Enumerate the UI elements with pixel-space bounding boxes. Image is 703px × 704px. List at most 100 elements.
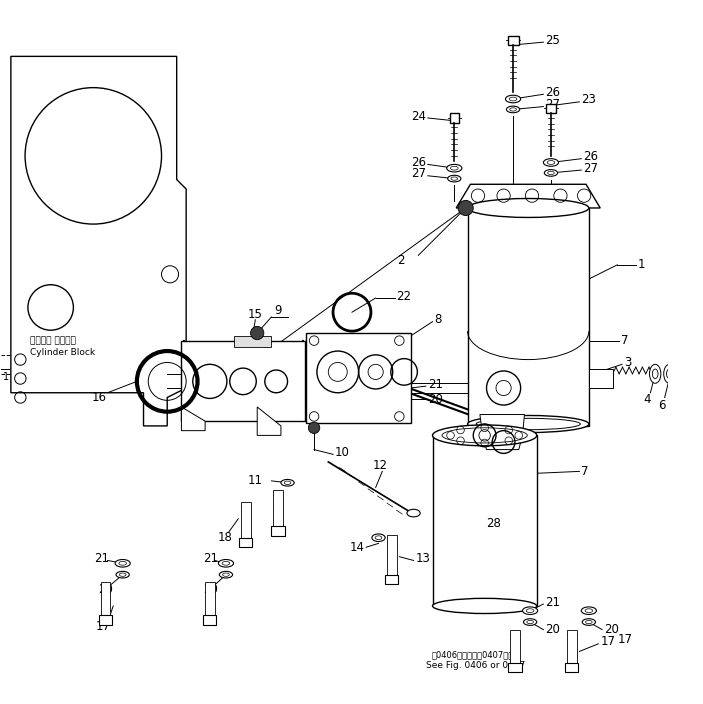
Ellipse shape (372, 534, 385, 541)
Bar (271, 527, 285, 536)
Text: 21: 21 (546, 596, 560, 609)
Bar (589, 369, 612, 388)
Text: 14: 14 (350, 541, 365, 553)
Ellipse shape (582, 619, 595, 625)
Ellipse shape (448, 175, 461, 182)
Text: 12: 12 (373, 459, 388, 472)
Bar (567, 629, 576, 662)
Text: 16: 16 (91, 391, 106, 404)
Text: 22: 22 (396, 289, 411, 303)
Text: 8: 8 (434, 313, 441, 326)
Bar (450, 113, 459, 122)
Text: 10: 10 (335, 446, 350, 459)
Text: 17: 17 (617, 633, 632, 646)
Text: 20: 20 (546, 623, 560, 636)
Ellipse shape (506, 106, 520, 113)
Text: 26: 26 (546, 86, 560, 99)
Bar (467, 208, 589, 426)
Text: 11: 11 (247, 474, 263, 487)
Bar (508, 35, 519, 45)
Text: 25: 25 (546, 34, 560, 46)
Ellipse shape (544, 170, 557, 176)
Bar (508, 662, 522, 672)
Text: 17: 17 (600, 636, 615, 648)
Circle shape (250, 327, 264, 340)
Ellipse shape (524, 619, 537, 625)
Bar (101, 582, 110, 615)
Text: Cylinder Block: Cylinder Block (30, 348, 95, 358)
Ellipse shape (219, 560, 233, 567)
Bar (205, 582, 214, 615)
Text: 23: 23 (581, 94, 596, 106)
Text: See Fig. 0406 or 0407: See Fig. 0406 or 0407 (425, 661, 524, 670)
Text: 13: 13 (415, 552, 430, 565)
Ellipse shape (664, 364, 675, 383)
Polygon shape (11, 56, 186, 426)
Text: 28: 28 (486, 517, 501, 530)
Bar (510, 629, 520, 662)
Text: 6: 6 (658, 398, 666, 412)
Bar (181, 341, 304, 421)
Bar (679, 361, 699, 386)
Text: 26: 26 (583, 151, 598, 163)
Text: 21: 21 (428, 378, 443, 391)
Text: 19: 19 (484, 429, 500, 442)
Bar (546, 103, 555, 113)
Ellipse shape (432, 598, 537, 613)
Text: 20: 20 (203, 584, 218, 596)
Bar (385, 574, 399, 584)
Text: 18: 18 (217, 532, 232, 544)
Polygon shape (181, 407, 205, 431)
Ellipse shape (115, 560, 130, 567)
Text: 27: 27 (583, 162, 598, 175)
Text: 9: 9 (274, 304, 282, 317)
Ellipse shape (281, 479, 294, 486)
Bar (203, 615, 217, 625)
Bar (273, 491, 283, 527)
Text: 17: 17 (96, 620, 111, 634)
Text: 20: 20 (98, 584, 113, 596)
Ellipse shape (116, 572, 129, 578)
Text: 20: 20 (428, 393, 443, 406)
Ellipse shape (407, 509, 420, 517)
Text: 7: 7 (621, 334, 628, 347)
Ellipse shape (505, 95, 521, 103)
Ellipse shape (581, 607, 596, 615)
Bar (307, 333, 411, 423)
Text: 1: 1 (638, 258, 645, 271)
Text: 20: 20 (604, 623, 619, 636)
Ellipse shape (650, 364, 661, 383)
Text: 26: 26 (411, 156, 426, 169)
Bar (432, 435, 537, 606)
Polygon shape (456, 184, 600, 208)
Text: 4: 4 (644, 393, 651, 406)
Text: 2: 2 (397, 253, 405, 267)
Ellipse shape (476, 418, 581, 429)
Ellipse shape (543, 158, 559, 166)
Bar (241, 502, 250, 538)
Bar (233, 336, 271, 347)
Bar (99, 615, 112, 625)
Polygon shape (480, 415, 524, 450)
Bar (387, 535, 396, 574)
Text: 1: 1 (4, 372, 9, 382)
Text: 27: 27 (411, 168, 426, 180)
Text: 21: 21 (203, 552, 218, 565)
Text: 7: 7 (581, 465, 589, 478)
Circle shape (458, 201, 473, 215)
Ellipse shape (467, 199, 589, 218)
Text: 第0406図または第0407図参照: 第0406図または第0407図参照 (432, 650, 519, 660)
Text: 24: 24 (411, 110, 426, 122)
Ellipse shape (219, 572, 233, 578)
Bar (239, 538, 252, 547)
Text: 15: 15 (247, 308, 263, 320)
Bar (565, 662, 579, 672)
Ellipse shape (446, 165, 462, 172)
Polygon shape (257, 407, 281, 435)
Text: シリンダ ブロック: シリンダ ブロック (30, 336, 76, 345)
Text: 27: 27 (546, 98, 560, 111)
Ellipse shape (432, 425, 537, 446)
Ellipse shape (467, 415, 589, 432)
Ellipse shape (522, 607, 538, 615)
Circle shape (309, 422, 320, 434)
